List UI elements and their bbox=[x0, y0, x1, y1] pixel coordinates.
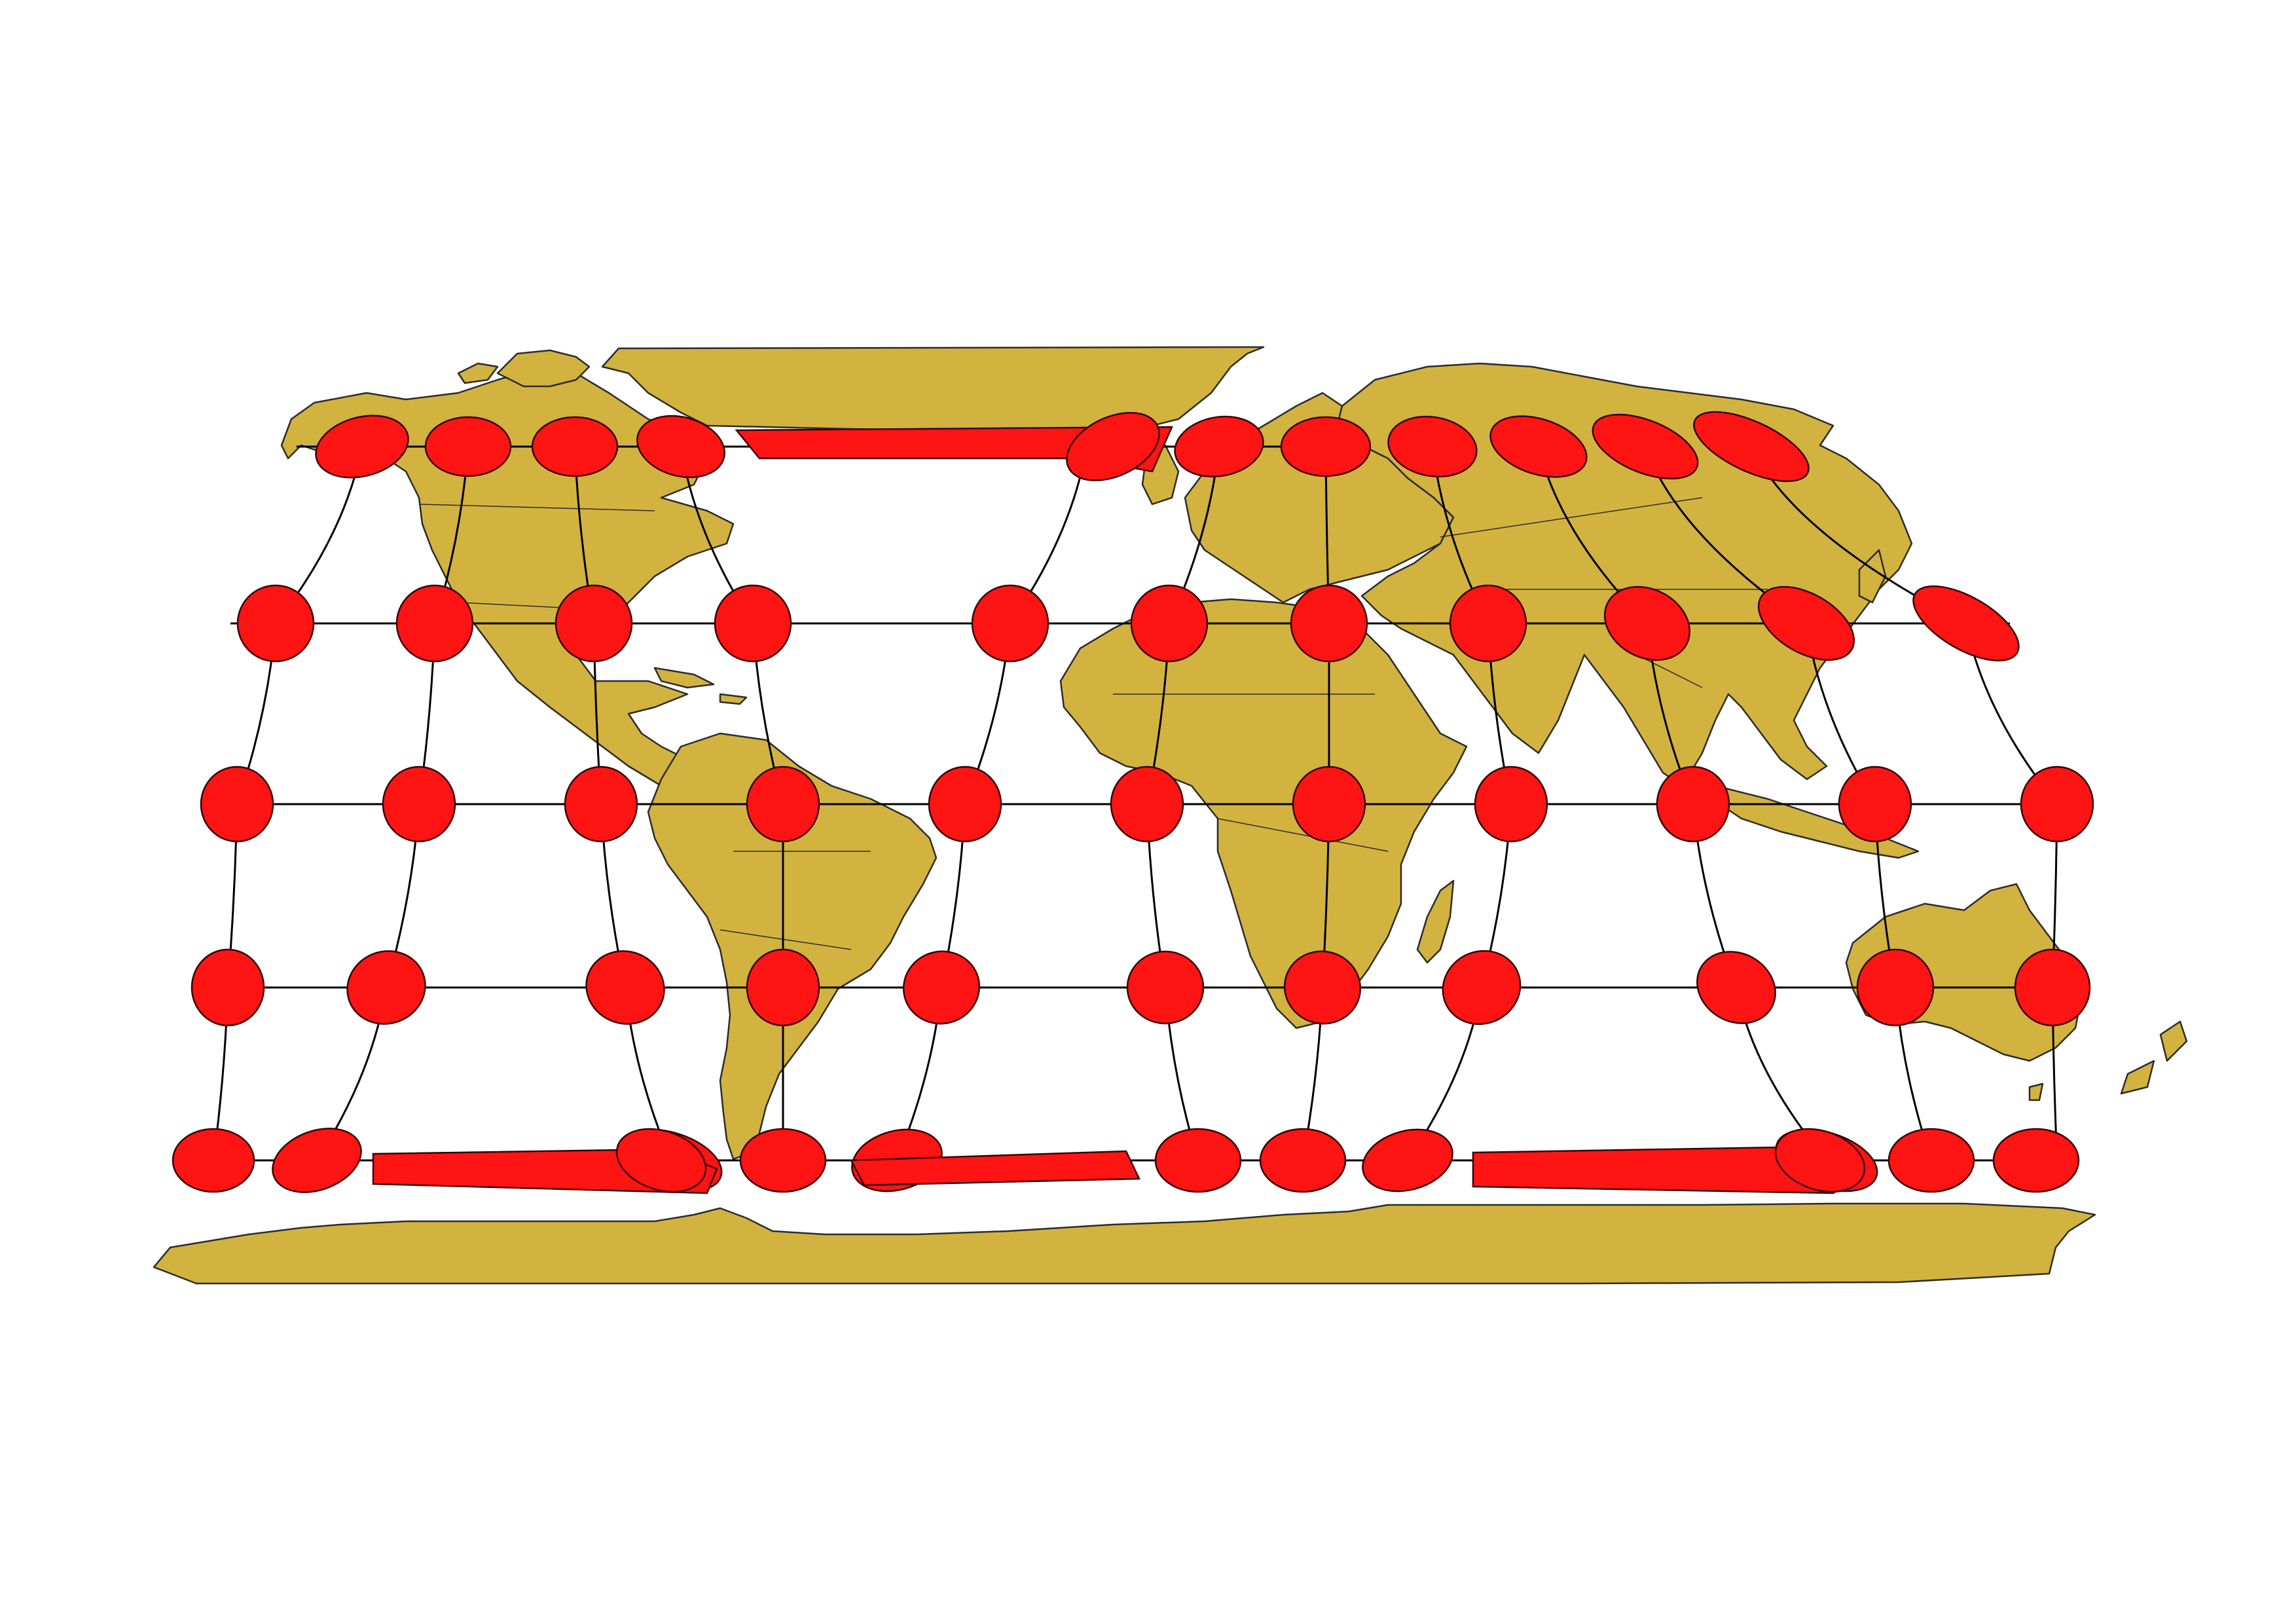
indicatrix-lat60-0 bbox=[315, 415, 409, 479]
indicatrix-lat-30-0 bbox=[191, 948, 265, 1027]
indicatrix-lat-30-8 bbox=[1696, 951, 1776, 1024]
tissot-indicatrices bbox=[172, 411, 2094, 1194]
indicatrix-lat60-3 bbox=[636, 415, 725, 479]
indicatrix-lat60-2 bbox=[531, 416, 619, 477]
indicatrix-tail-1 bbox=[615, 1128, 707, 1193]
landmass-caribbean bbox=[653, 667, 748, 705]
indicatrix-lat-60-0 bbox=[172, 1128, 255, 1193]
indicatrix-lat-60-6 bbox=[1259, 1128, 1347, 1193]
indicatrix-tail-2 bbox=[1774, 1128, 1866, 1193]
indicatrix-lat0-1 bbox=[382, 766, 456, 843]
indicatrix-lat30-3 bbox=[714, 584, 792, 663]
country-border-8 bbox=[1636, 654, 1703, 688]
indicatrix-lat60-6 bbox=[1387, 415, 1478, 478]
indicatrix-lat-30-9 bbox=[1856, 948, 1935, 1027]
landmass-north-america bbox=[280, 365, 741, 813]
landmass-south-america bbox=[647, 732, 938, 1160]
indicatrix-lat30-4 bbox=[971, 584, 1049, 663]
indicatrix-lat30-1 bbox=[395, 584, 474, 663]
indicatrix-lat-60-1 bbox=[272, 1128, 362, 1193]
indicatrix-lat60-5 bbox=[1280, 416, 1372, 477]
indicatrix-stretched-2 bbox=[849, 1150, 1140, 1187]
indicatrix-lat-30-3 bbox=[746, 948, 820, 1027]
indicatrix-lat60-1 bbox=[424, 416, 512, 477]
landmass-tasmania bbox=[2028, 1082, 2044, 1101]
indicatrix-lat-60-9 bbox=[1887, 1128, 1975, 1193]
landmass-new-zealand bbox=[2120, 1020, 2188, 1095]
landmass-antarctica bbox=[153, 1202, 2096, 1285]
indicatrix-lat-30-10 bbox=[2014, 948, 2091, 1027]
indicatrix-tail-0 bbox=[1066, 412, 1160, 481]
indicatrix-lat30-0 bbox=[236, 584, 315, 663]
indicatrix-lat30-5 bbox=[1130, 584, 1209, 663]
indicatrix-lat60-9 bbox=[1693, 411, 1810, 483]
indicatrix-lat30-6 bbox=[1290, 584, 1368, 663]
indicatrix-lat30-7 bbox=[1449, 584, 1527, 663]
indicatrix-lat-30-2 bbox=[585, 950, 665, 1025]
indicatrix-lat0-5 bbox=[1110, 766, 1184, 843]
indicatrix-lat60-7 bbox=[1489, 415, 1588, 478]
indicatrix-lat0-6 bbox=[1292, 766, 1366, 843]
landmass-japan bbox=[1858, 549, 1887, 604]
indicatrix-lat60-4 bbox=[1174, 415, 1264, 478]
landmass-madagascar bbox=[1416, 879, 1455, 964]
landmass-arctic-archipelago bbox=[457, 349, 591, 388]
indicatrix-lat0-3 bbox=[746, 766, 820, 843]
indicatrix-lat-60-10 bbox=[1992, 1128, 2080, 1193]
indicatrix-lat0-9 bbox=[1838, 766, 1912, 843]
indicatrix-lat-30-7 bbox=[1442, 950, 1522, 1025]
indicatrix-lat30-9 bbox=[1757, 585, 1855, 661]
indicatrix-lat60-8 bbox=[1592, 413, 1699, 480]
indicatrix-lat0-7 bbox=[1474, 766, 1548, 843]
indicatrix-lat30-2 bbox=[555, 584, 633, 663]
country-border-3 bbox=[720, 929, 852, 950]
indicatrix-lat0-4 bbox=[928, 766, 1002, 843]
indicatrix-lat0-10 bbox=[2020, 766, 2094, 843]
country-border-0 bbox=[418, 504, 655, 511]
indicatrix-lat-60-5 bbox=[1154, 1128, 1242, 1193]
indicatrix-lat0-0 bbox=[200, 766, 274, 843]
indicatrix-lat-30-4 bbox=[902, 950, 981, 1025]
indicatrix-lat0-8 bbox=[1656, 766, 1730, 843]
indicatrix-lat-60-7 bbox=[1362, 1128, 1453, 1192]
indicatrix-lat30-8 bbox=[1603, 585, 1691, 661]
indicatrix-lat-60-3 bbox=[739, 1128, 827, 1193]
indicatrix-lat0-2 bbox=[564, 766, 638, 843]
indicatrix-lat-30-6 bbox=[1283, 950, 1362, 1025]
indicatrix-lat30-10 bbox=[1912, 585, 2020, 662]
indicatrix-lat-30-5 bbox=[1126, 950, 1205, 1025]
country-border-6 bbox=[1440, 497, 1703, 538]
country-border-5 bbox=[1217, 818, 1389, 852]
indicatrix-lat-30-1 bbox=[346, 950, 426, 1025]
